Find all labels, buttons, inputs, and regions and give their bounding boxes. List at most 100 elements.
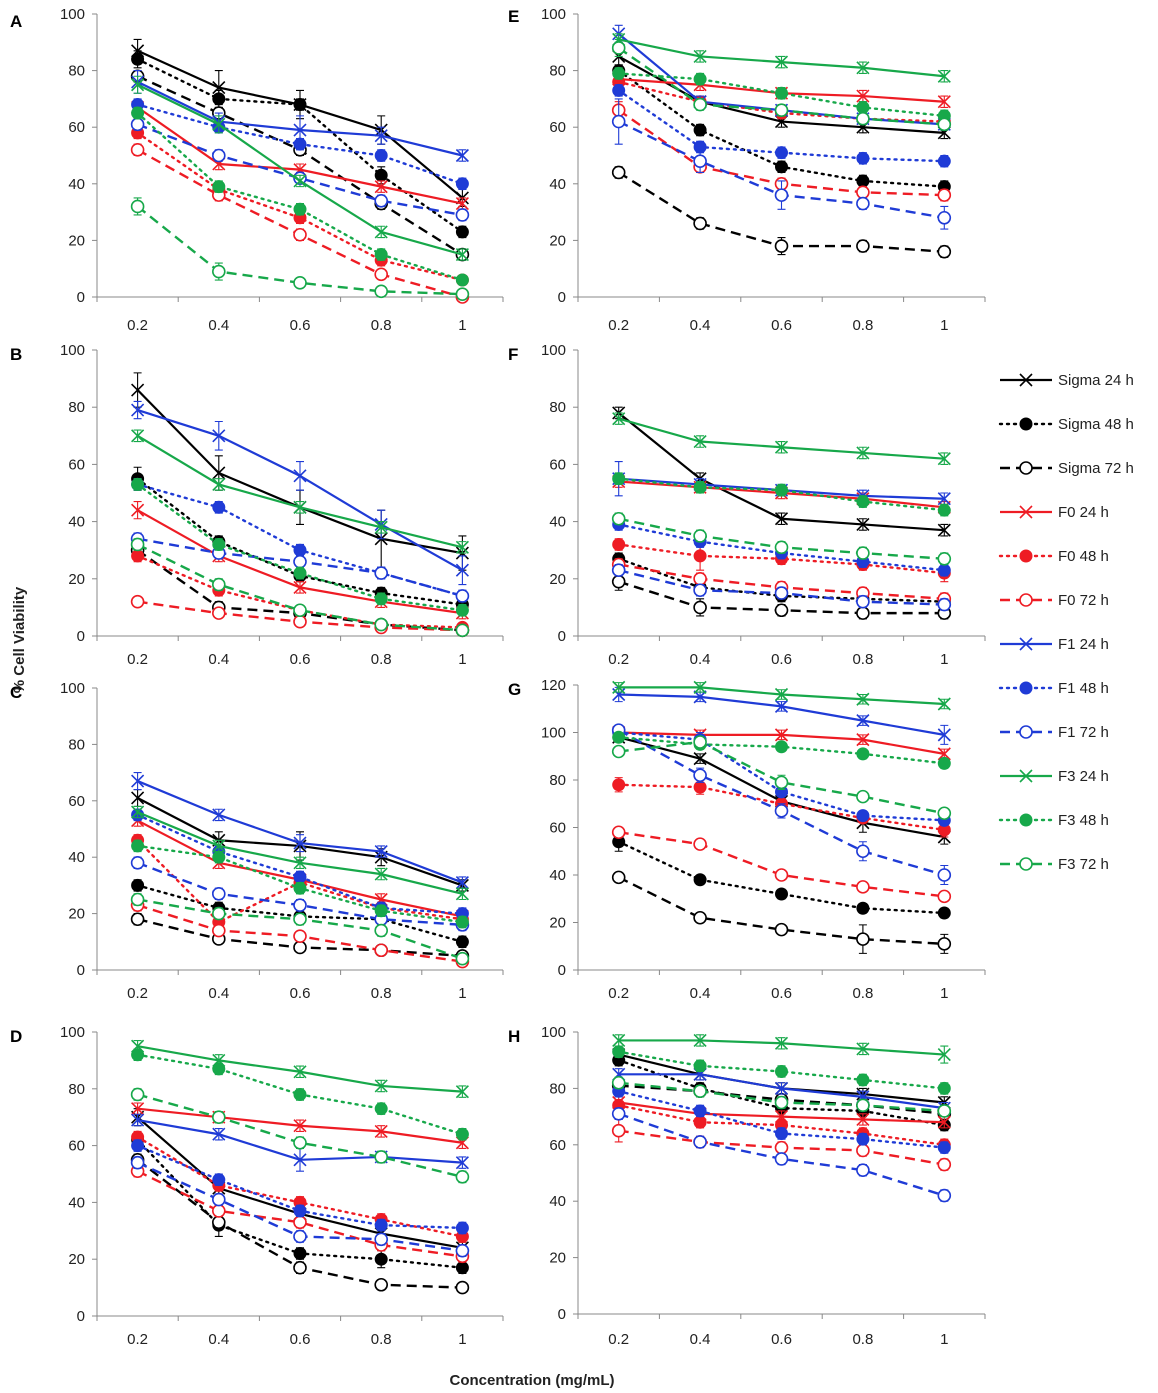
series-sigma-48-h	[612, 831, 951, 920]
data-point	[612, 66, 626, 80]
data-point	[856, 517, 870, 532]
data-point	[374, 1079, 388, 1093]
data-point	[131, 774, 145, 788]
data-point	[131, 78, 145, 92]
data-point	[693, 1135, 707, 1149]
data-point	[212, 906, 226, 921]
series-sigma-72-h	[611, 870, 952, 954]
data-point	[374, 149, 388, 162]
data-point	[693, 837, 707, 851]
legend-marker	[1019, 857, 1033, 871]
data-point	[455, 951, 470, 966]
data-point	[212, 148, 226, 163]
data-point	[455, 148, 469, 163]
data-point	[374, 284, 389, 299]
data-point	[612, 83, 626, 97]
series-line	[617, 72, 946, 118]
data-point	[775, 1064, 788, 1078]
x-tick-label: 0.4	[690, 985, 711, 1002]
chart-panel-H: 0 20 40 60 80 100 0.2 0.4 0.6 0.8 1 H	[508, 1024, 986, 1348]
data-point	[455, 887, 469, 901]
y-tick-label: 40	[549, 176, 566, 193]
data-point	[856, 932, 870, 946]
series-line	[136, 884, 464, 943]
data-point	[693, 529, 707, 543]
data-point	[693, 72, 707, 86]
data-point	[374, 923, 389, 938]
series-sigma-72-h	[611, 572, 952, 620]
x-tick-label: 0.6	[290, 1331, 311, 1348]
data-point	[856, 89, 870, 103]
series-line	[617, 523, 946, 572]
data-point	[856, 546, 870, 560]
data-point	[937, 188, 952, 202]
x-tick-label: 0.8	[852, 317, 873, 334]
x-tick-label: 1	[940, 651, 948, 668]
data-point	[856, 196, 870, 211]
x-tick-label: 0.2	[127, 317, 148, 334]
data-point	[693, 768, 707, 783]
data-point	[774, 922, 789, 937]
legend-marker	[1019, 461, 1033, 475]
data-point	[293, 1204, 307, 1218]
data-point	[212, 1192, 226, 1207]
legend-entry: F1 48 h	[998, 680, 1109, 697]
x-tick-label: 1	[458, 651, 466, 668]
data-point	[374, 1252, 388, 1266]
series-f3-24-h	[131, 805, 469, 901]
x-tick-label: 0.4	[208, 1331, 229, 1348]
data-point	[774, 1095, 789, 1110]
series-f3-48-h	[131, 839, 469, 929]
data-point	[455, 540, 469, 554]
y-tick-label: 60	[549, 119, 566, 136]
data-point	[937, 244, 952, 259]
y-tick-label: 40	[549, 514, 566, 531]
data-point	[293, 1087, 307, 1101]
x-tick-label: 0.2	[608, 651, 629, 668]
legend-label: F1 72 h	[1058, 724, 1109, 741]
y-tick-label: 80	[549, 399, 566, 416]
data-point	[293, 898, 307, 912]
y-tick-label: 60	[68, 119, 85, 136]
data-point	[856, 880, 870, 894]
y-tick-label: 20	[68, 906, 85, 923]
data-point	[212, 1110, 226, 1124]
data-point	[374, 1102, 388, 1116]
y-tick-label: 40	[68, 514, 85, 531]
data-point	[212, 1062, 226, 1076]
y-tick-label: 100	[541, 6, 566, 23]
data-point	[130, 117, 145, 132]
data-point	[374, 904, 388, 918]
data-point	[611, 1106, 626, 1121]
x-tick-label: 0.4	[690, 651, 711, 668]
y-tick-label: 0	[77, 962, 85, 979]
data-point	[937, 1188, 952, 1203]
data-point	[131, 791, 145, 805]
data-point	[693, 1059, 707, 1073]
data-point	[374, 225, 388, 239]
series-f3-48-h	[612, 472, 951, 517]
data-point	[131, 106, 145, 120]
data-point	[937, 937, 952, 951]
data-point	[293, 881, 307, 895]
data-point	[937, 806, 952, 821]
data-point	[937, 452, 951, 466]
x-tick-label: 1	[458, 1331, 466, 1348]
series-line	[617, 1050, 946, 1090]
legend-entry: F0 24 h	[1000, 504, 1109, 521]
data-point	[612, 680, 626, 694]
y-tick-label: 0	[558, 289, 566, 306]
y-tick-label: 0	[77, 289, 85, 306]
data-point	[856, 901, 870, 915]
data-point	[774, 55, 789, 69]
data-point	[455, 589, 470, 603]
data-point	[856, 239, 870, 253]
data-point	[212, 264, 226, 279]
data-point	[693, 123, 707, 137]
data-point	[693, 154, 707, 168]
data-point	[293, 554, 307, 569]
data-point	[455, 247, 469, 262]
data-point	[611, 744, 626, 759]
legend-label: F1 48 h	[1058, 680, 1109, 697]
panel-letter: B	[10, 345, 22, 364]
